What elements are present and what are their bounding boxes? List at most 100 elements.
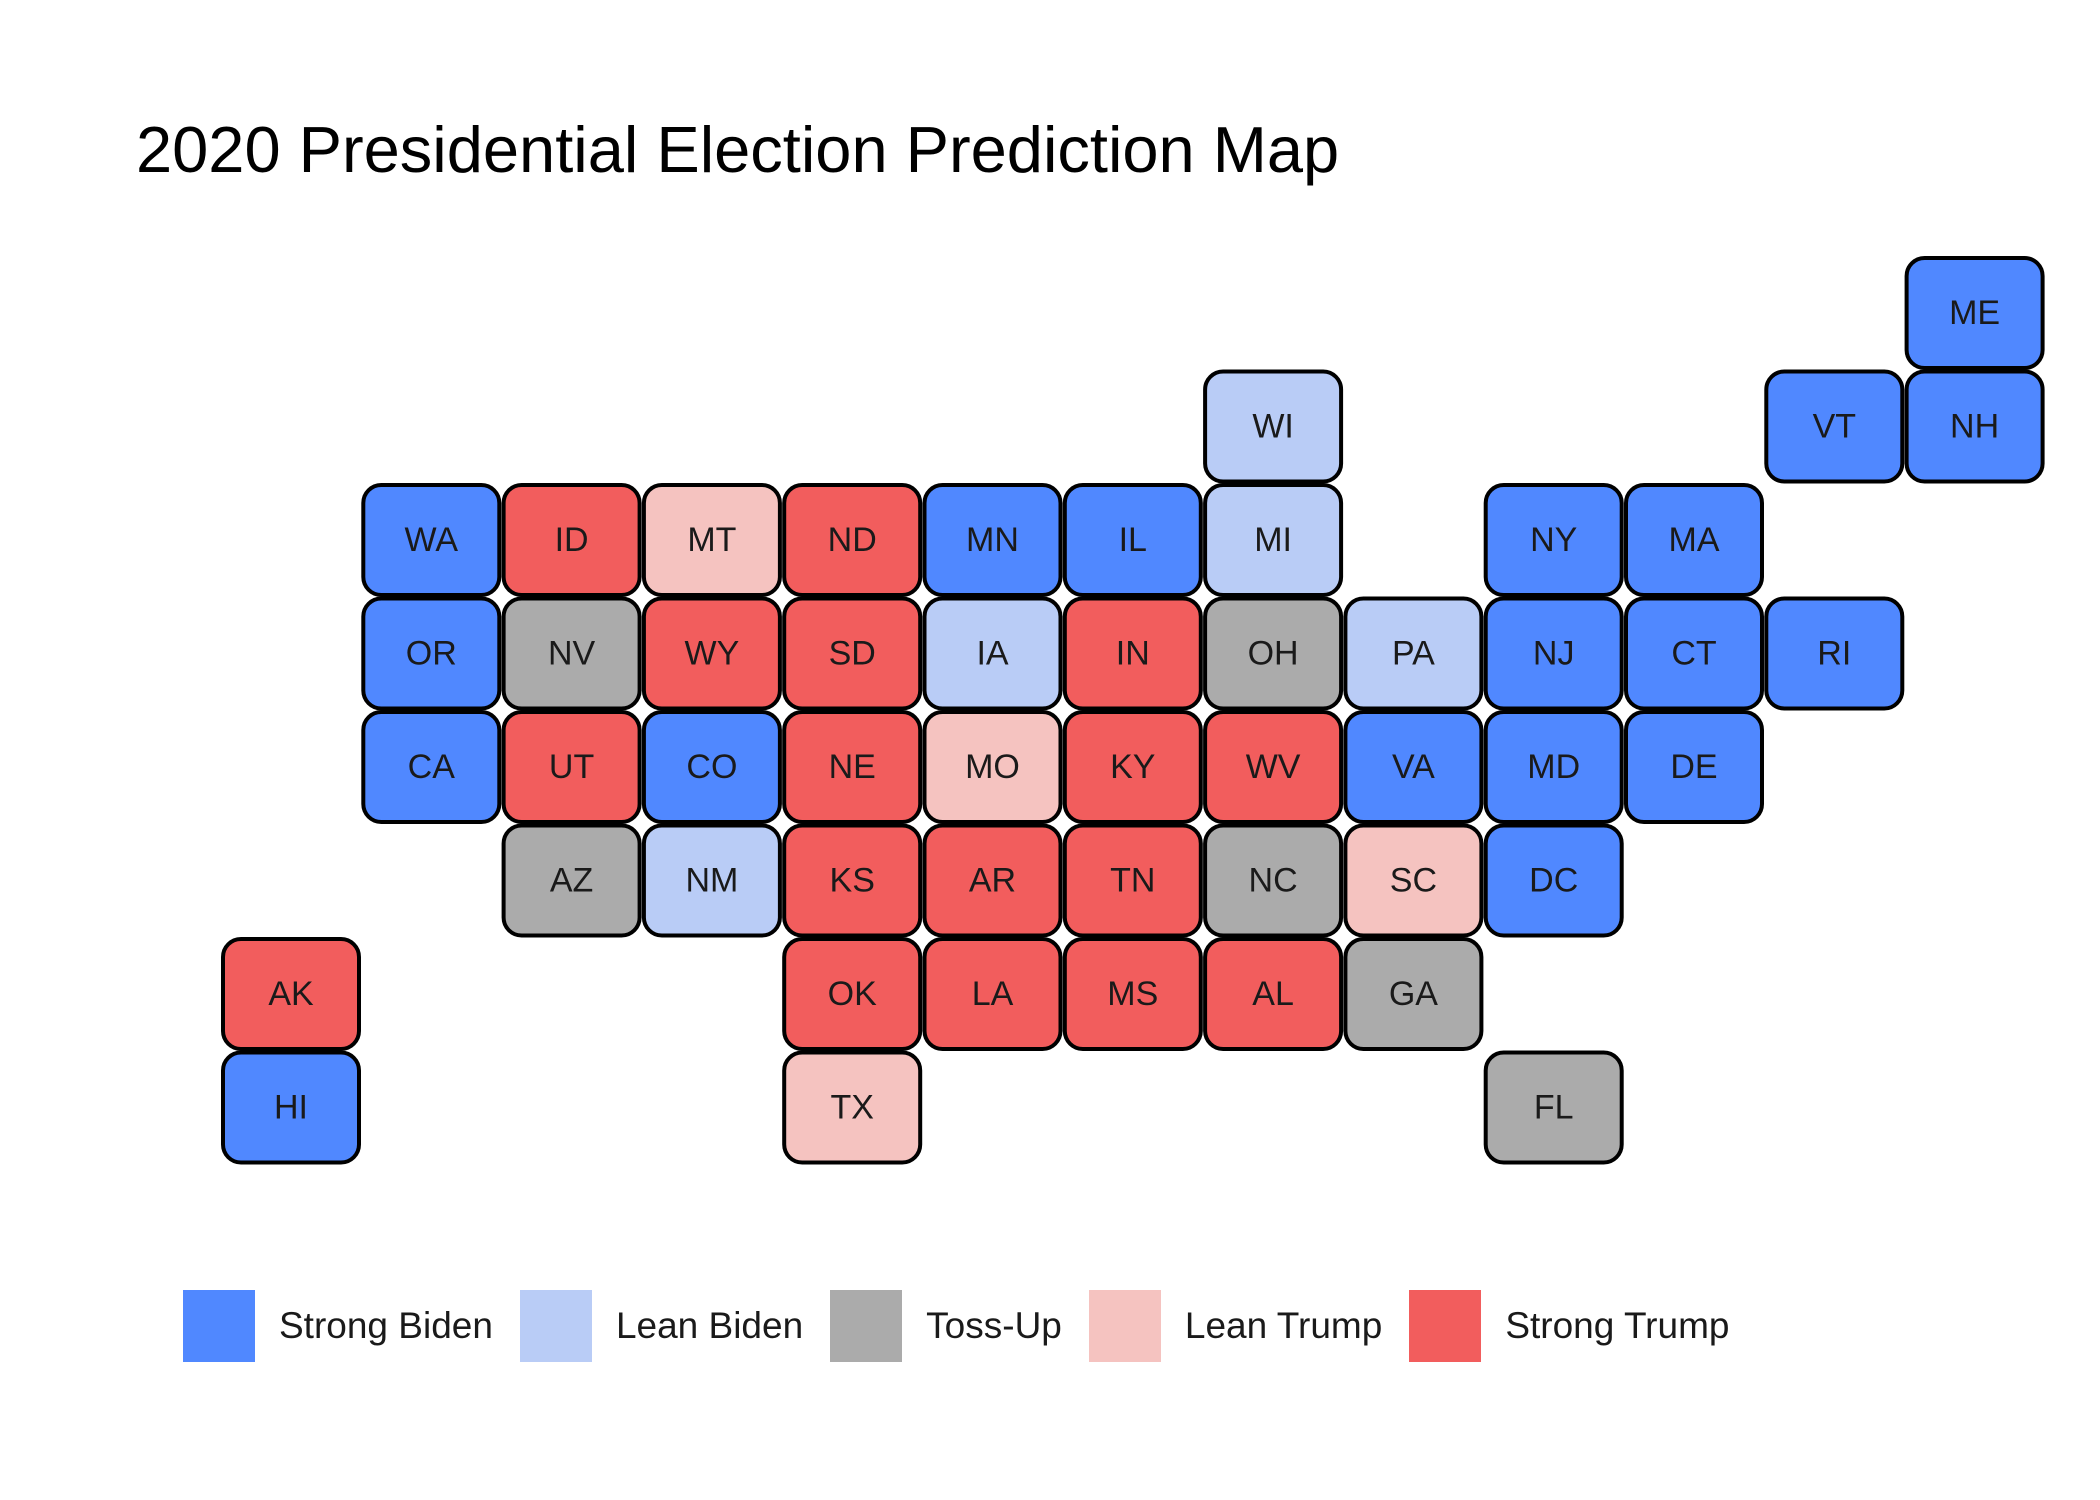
state-label: LA xyxy=(972,975,1014,1013)
state-tile-mt: MT xyxy=(641,483,782,597)
state-tile-shape xyxy=(1203,596,1344,711)
state-label: AL xyxy=(1252,975,1294,1013)
state-tile-wv: WV xyxy=(1203,710,1344,824)
state-label: WY xyxy=(685,635,740,673)
state-tile-ne: NE xyxy=(782,710,923,824)
state-tile-shape xyxy=(1624,710,1764,824)
state-label: TN xyxy=(1110,862,1155,900)
state-tile-wy: WY xyxy=(641,596,782,711)
state-tile-ia: IA xyxy=(922,596,1063,711)
state-tile-nc: NC xyxy=(1203,823,1344,938)
state-tile-ct: CT xyxy=(1624,596,1764,711)
state-tile-ca: CA xyxy=(361,710,502,824)
state-tile-shape xyxy=(922,937,1063,1051)
state-tile-shape xyxy=(221,937,361,1051)
state-tile-wi: WI xyxy=(1203,369,1344,484)
state-tile-co: CO xyxy=(641,710,782,824)
legend-swatch xyxy=(183,1290,255,1362)
state-label: AK xyxy=(268,975,314,1013)
state-label: GA xyxy=(1389,975,1438,1013)
state-label: MA xyxy=(1669,521,1720,559)
state-label: NJ xyxy=(1533,635,1575,673)
state-tile-shape xyxy=(1062,483,1203,597)
state-label: CA xyxy=(408,748,456,786)
state-tile-shape xyxy=(922,823,1063,938)
state-label: VA xyxy=(1392,748,1435,786)
state-label: FL xyxy=(1534,1089,1574,1127)
state-tile-nh: NH xyxy=(1904,369,2045,484)
state-label: NC xyxy=(1249,862,1298,900)
state-tile-shape xyxy=(1343,710,1484,824)
state-label: SD xyxy=(829,635,876,673)
state-label: ME xyxy=(1949,294,2000,332)
state-tile-shape xyxy=(361,483,502,597)
state-label: MD xyxy=(1527,748,1580,786)
state-label: ID xyxy=(555,521,589,559)
state-tile-shape xyxy=(361,710,502,824)
legend-label: Lean Biden xyxy=(615,1305,804,1346)
state-tile-shape xyxy=(1062,823,1203,938)
state-tile-tx: TX xyxy=(782,1050,923,1165)
state-tile-al: AL xyxy=(1203,937,1344,1051)
state-tile-sc: SC xyxy=(1343,823,1484,938)
state-label: WV xyxy=(1246,748,1301,786)
state-label: MT xyxy=(687,521,736,559)
legend-swatch xyxy=(830,1290,903,1362)
state-label: CT xyxy=(1671,635,1716,673)
state-tile-nv: NV xyxy=(501,596,642,711)
state-tile-mn: MN xyxy=(922,483,1063,597)
legend-item-strong-trump: Strong Trump xyxy=(1409,1290,1729,1362)
state-label: CO xyxy=(686,748,737,786)
state-tile-tn: TN xyxy=(1062,823,1203,938)
state-tile-shape xyxy=(782,823,923,938)
state-tile-ak: AK xyxy=(221,937,361,1051)
state-tile-wa: WA xyxy=(361,483,502,597)
state-tile-shape xyxy=(1904,256,2045,370)
state-tile-ny: NY xyxy=(1483,483,1624,597)
state-label: TX xyxy=(830,1089,873,1127)
state-label: MN xyxy=(966,521,1019,559)
state-label: NY xyxy=(1530,521,1577,559)
state-tile-shape xyxy=(1062,710,1203,824)
state-label: HI xyxy=(274,1089,308,1127)
state-tile-az: AZ xyxy=(501,823,642,938)
state-tile-shape xyxy=(501,823,642,938)
state-tile-shape xyxy=(782,483,923,597)
state-tile-fl: FL xyxy=(1483,1050,1624,1165)
state-tile-shape xyxy=(1203,937,1344,1051)
state-tile-ri: RI xyxy=(1764,596,1905,711)
state-tile-shape xyxy=(641,710,782,824)
state-tile-shape xyxy=(1203,483,1344,597)
state-label: OK xyxy=(828,975,877,1013)
state-tile-shape xyxy=(1343,937,1484,1051)
legend-item-strong-biden: Strong Biden xyxy=(183,1290,493,1362)
state-tile-shape xyxy=(1483,710,1624,824)
state-tile-vt: VT xyxy=(1764,369,1905,484)
state-label: OR xyxy=(406,635,457,673)
legend: Strong Biden Lean Biden Toss-Up Lean Trump S… xyxy=(183,1290,1756,1362)
state-label: ND xyxy=(828,521,877,559)
state-tile-ks: KS xyxy=(782,823,923,938)
state-tile-nj: NJ xyxy=(1483,596,1624,711)
state-tile-shape xyxy=(1203,710,1344,824)
state-tile-shape xyxy=(1624,483,1764,597)
state-label: IL xyxy=(1119,521,1147,559)
legend-label: Strong Trump xyxy=(1505,1305,1730,1346)
legend-item-lean-trump: Lean Trump xyxy=(1088,1290,1383,1362)
state-tile-shape xyxy=(1343,823,1484,938)
state-tile-shape xyxy=(1904,369,2045,484)
state-tile-shape xyxy=(221,1050,361,1165)
state-label: AR xyxy=(969,862,1016,900)
state-tile-me: ME xyxy=(1904,256,2045,370)
state-tile-ok: OK xyxy=(782,937,923,1051)
state-tile-shape xyxy=(922,596,1063,711)
legend-label: Lean Trump xyxy=(1184,1305,1383,1346)
state-tile-ut: UT xyxy=(501,710,642,824)
state-tile-shape xyxy=(782,1050,923,1165)
legend-label: Toss-Up xyxy=(926,1305,1062,1346)
state-tile-shape xyxy=(1764,369,1905,484)
state-tile-shape xyxy=(501,710,642,824)
state-tile-shape xyxy=(922,483,1063,597)
state-label: NV xyxy=(548,635,596,673)
